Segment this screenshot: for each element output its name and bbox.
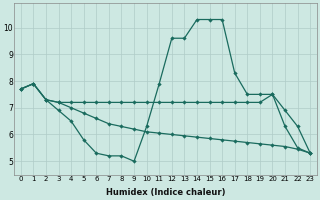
- X-axis label: Humidex (Indice chaleur): Humidex (Indice chaleur): [106, 188, 225, 197]
